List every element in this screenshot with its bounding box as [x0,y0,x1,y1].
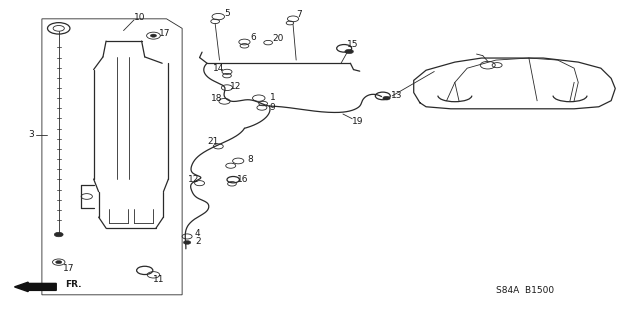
Text: 11: 11 [153,275,164,284]
Text: 3: 3 [28,130,34,139]
Text: 2: 2 [195,237,200,246]
Circle shape [54,232,63,237]
Text: 4: 4 [195,229,200,238]
Text: 12: 12 [188,175,199,184]
Text: 17: 17 [63,264,74,273]
Text: 20: 20 [272,34,284,43]
Text: 14: 14 [213,63,224,73]
Text: 8: 8 [248,156,254,164]
Text: 1: 1 [270,93,275,102]
Text: 19: 19 [352,117,364,126]
Text: S84A  B1500: S84A B1500 [496,285,554,295]
Circle shape [383,96,390,100]
Circle shape [56,260,62,264]
Polygon shape [42,19,182,295]
Text: 7: 7 [297,10,302,19]
Text: 12: 12 [230,82,242,91]
Text: FR.: FR. [65,280,81,289]
Circle shape [183,241,191,244]
Text: 18: 18 [211,94,222,103]
Text: 6: 6 [250,33,256,42]
Text: 21: 21 [208,137,219,147]
Text: 13: 13 [391,92,403,100]
Circle shape [150,34,156,37]
Text: 15: 15 [347,40,358,49]
Circle shape [345,49,354,54]
Text: 17: 17 [159,28,170,38]
FancyArrow shape [14,282,56,292]
Text: 10: 10 [134,13,145,22]
Text: 9: 9 [270,103,275,112]
Text: 5: 5 [224,9,230,18]
Text: 16: 16 [237,174,249,184]
